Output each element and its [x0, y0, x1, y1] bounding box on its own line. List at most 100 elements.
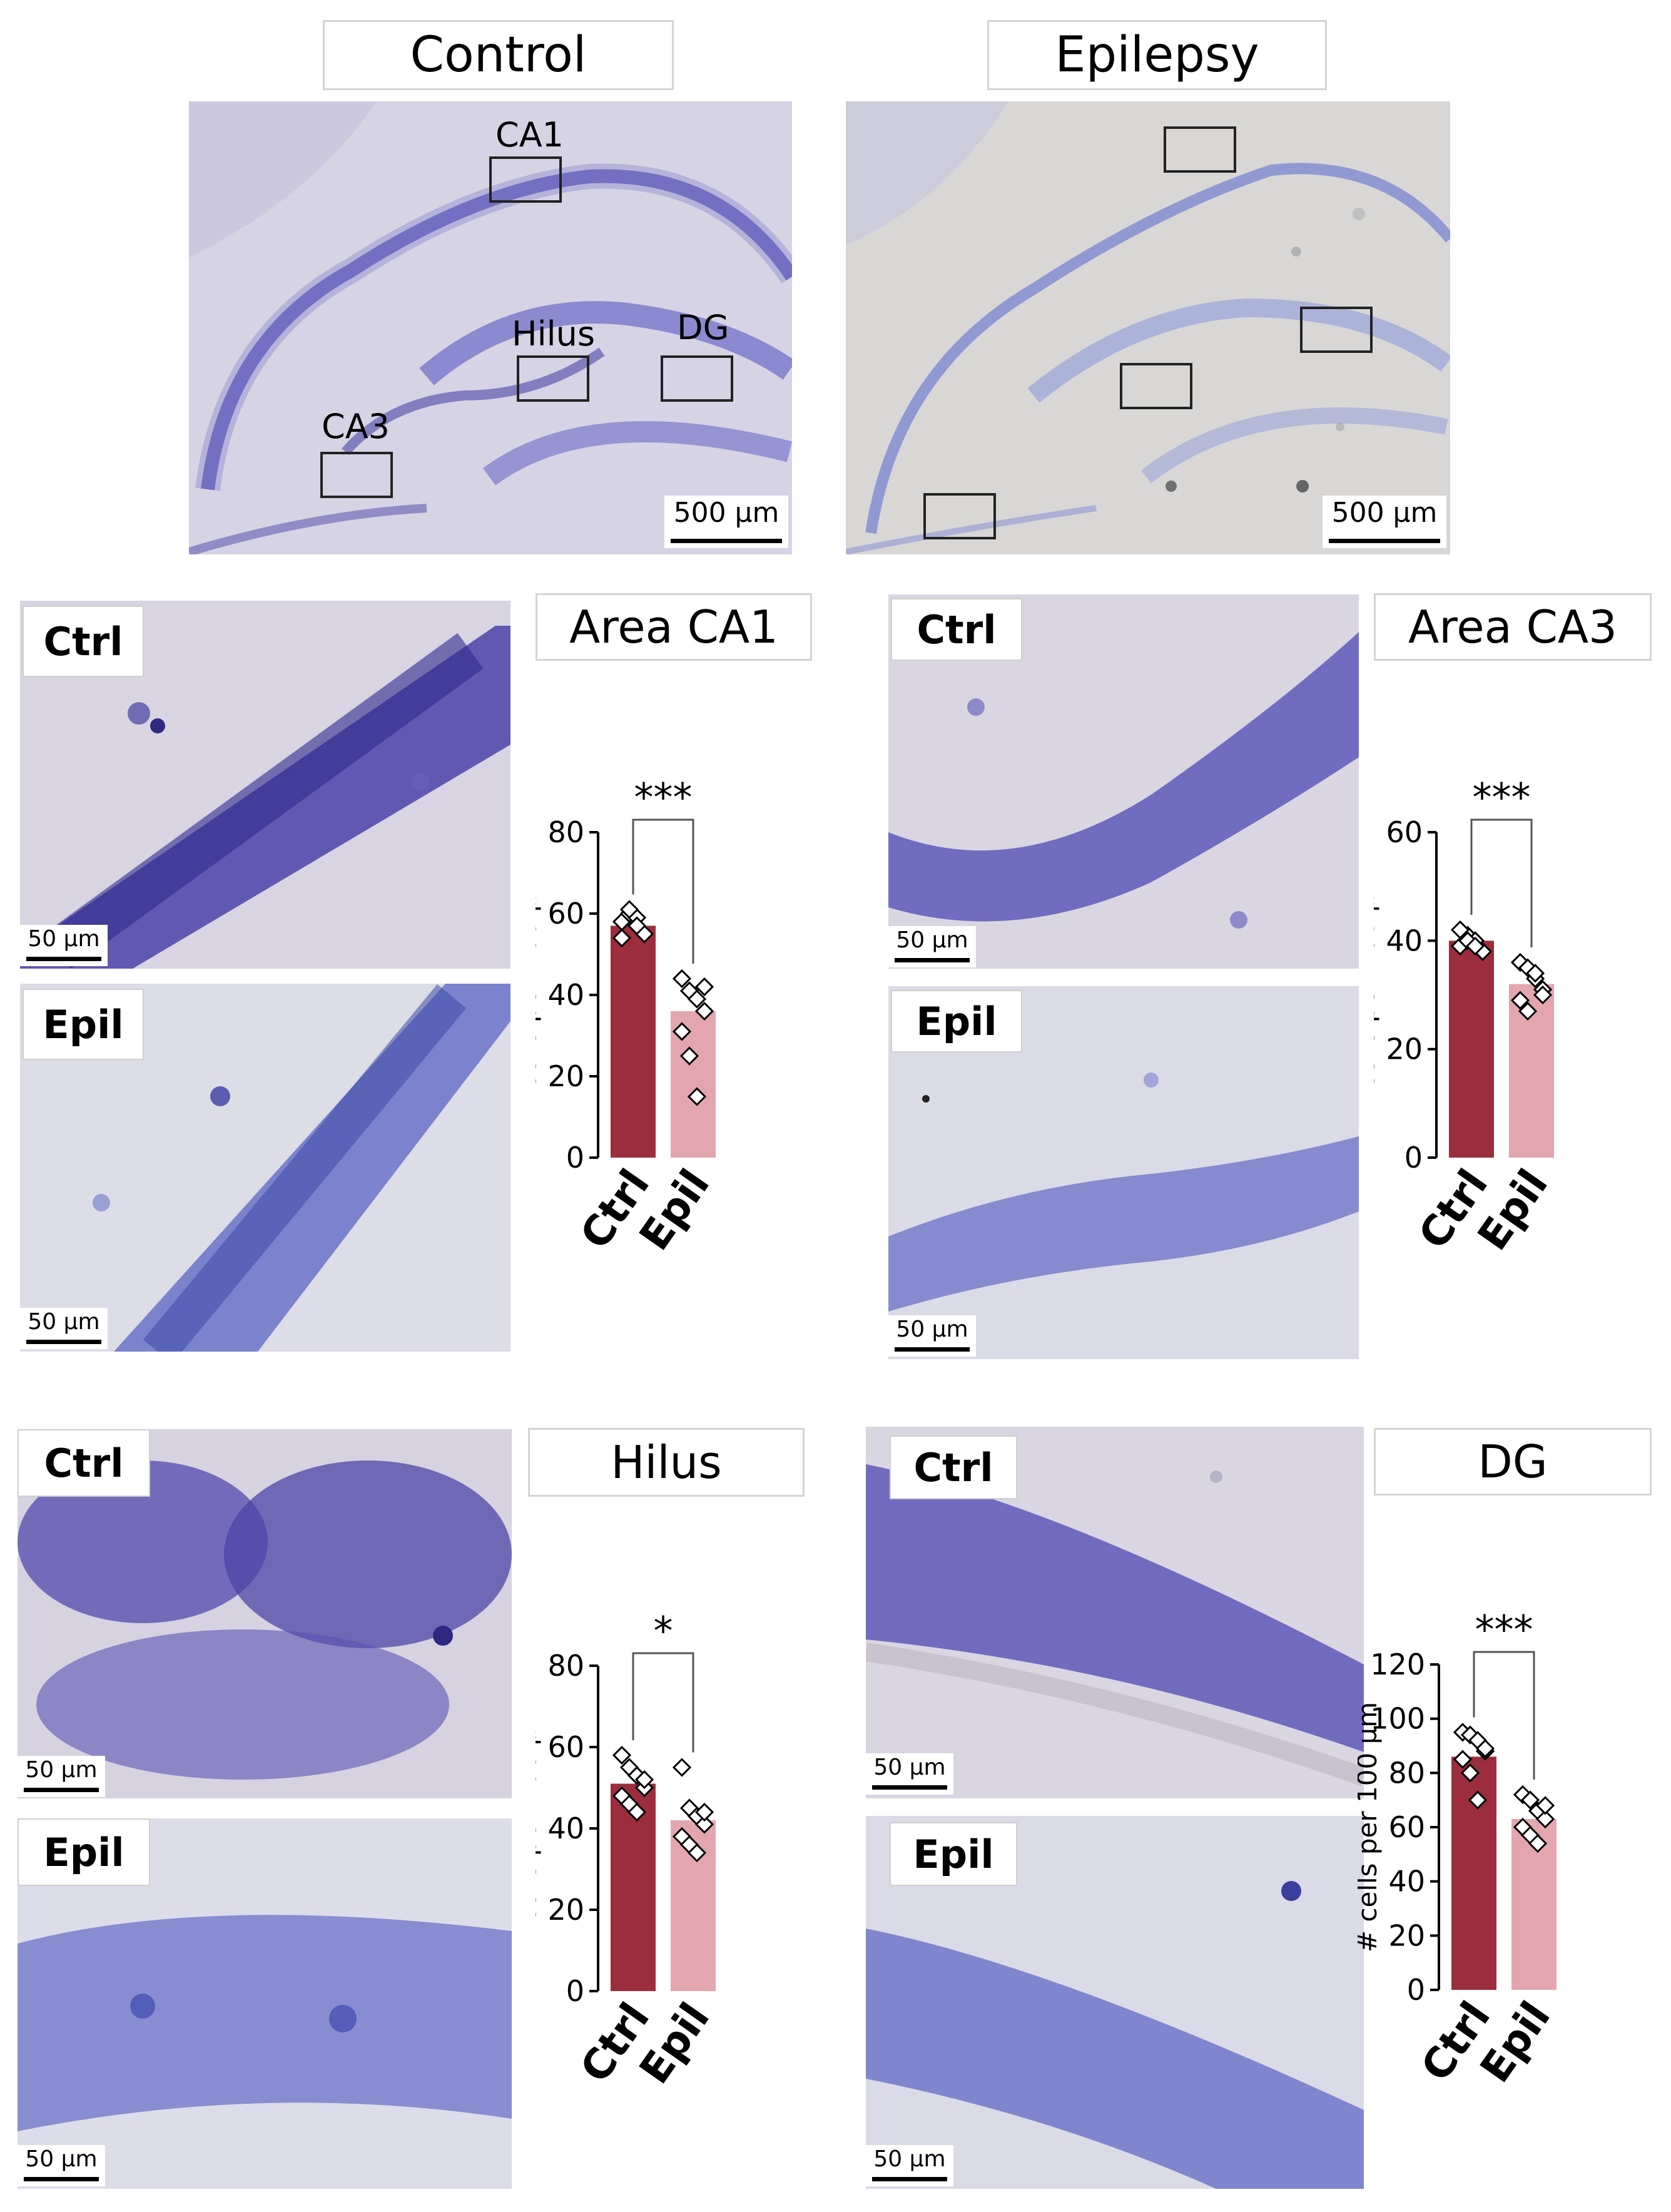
scalebar-text: 50 µm — [28, 926, 100, 952]
data-point — [612, 1745, 632, 1765]
scalebar: 50 µm — [866, 2145, 953, 2186]
scalebar-text: 50 µm — [25, 2146, 98, 2172]
epil-row-label-text: Epil — [916, 998, 997, 1044]
ctrl-row-label-text: Ctrl — [913, 1444, 993, 1491]
significance-bracket — [632, 1652, 694, 1753]
data-point — [1535, 1796, 1555, 1815]
y-tick-label: 0 — [1404, 1141, 1423, 1175]
data-point — [619, 900, 639, 919]
scalebar-line — [895, 1347, 970, 1352]
ctrl-row-label: Ctrl — [18, 1429, 150, 1497]
scalebar-text: 50 µm — [873, 1755, 946, 1780]
hilus-ctrl-image: Ctrl 50 µm — [18, 1429, 512, 1798]
control-title-text: Control — [410, 27, 587, 83]
y-tick-label: 80 — [547, 815, 584, 849]
significance-bracket — [1470, 818, 1533, 947]
data-point — [679, 1046, 699, 1066]
y-tick-label: 60 — [1386, 815, 1423, 849]
data-point — [694, 1802, 714, 1822]
bar-ctrl — [1451, 1756, 1496, 1990]
data-point — [627, 1802, 647, 1822]
bar-ctrl — [611, 1783, 656, 1991]
scalebar-text: 50 µm — [25, 1757, 98, 1783]
scalebar-line — [872, 1785, 947, 1790]
scalebar: 50 µm — [866, 1753, 953, 1795]
ca3-region-label: CA3 — [322, 407, 390, 446]
significance-label: *** — [1473, 775, 1531, 820]
data-point — [1450, 920, 1470, 940]
scalebar-text: 50 µm — [896, 1317, 968, 1342]
data-point — [1468, 1790, 1488, 1810]
scalebar-text: 50 µm — [873, 2146, 946, 2172]
ctrl-row-label: Ctrl — [890, 1435, 1017, 1499]
scalebar-line — [26, 1340, 101, 1344]
control-overview-scalebar: 500 µm — [664, 496, 788, 548]
significance-bracket — [632, 818, 694, 964]
scalebar-line — [671, 539, 782, 543]
epilepsy-overview-image: 500 µm — [846, 101, 1450, 554]
data-point — [1528, 1833, 1548, 1853]
dg-region-label: DG — [677, 308, 729, 347]
hilus-epil-image: Epil 50 µm — [18, 1818, 512, 2189]
data-point — [694, 1001, 714, 1021]
y-tick-label: 20 — [547, 1059, 584, 1093]
epilepsy-title: Epilepsy — [987, 20, 1327, 90]
data-point — [687, 1843, 707, 1863]
scalebar: 50 µm — [20, 925, 108, 966]
dg-chart-title-text: DG — [1478, 1435, 1548, 1488]
y-axis-label: # cells per 100 µm — [536, 1703, 542, 1954]
ca1-chart-title: Area CA1 — [536, 593, 812, 661]
ca3-ctrl-image: Ctrl 50 µm — [888, 594, 1359, 969]
y-axis-label: # cells per 100 µm — [1358, 1702, 1383, 1952]
scalebar-line — [24, 2177, 99, 2181]
epil-row-label-text: Epil — [913, 1831, 994, 1877]
data-point — [694, 1815, 714, 1834]
y-tick-label: 20 — [547, 1893, 584, 1927]
scalebar-text: 50 µm — [896, 927, 968, 953]
data-point — [694, 977, 714, 997]
ca3-epil-image: Epil 50 µm — [888, 986, 1359, 1359]
scalebar-line — [24, 1788, 99, 1792]
scalebar-text: 500 µm — [1331, 497, 1438, 529]
data-point — [1518, 1001, 1538, 1021]
data-point — [627, 916, 647, 935]
epil-row-label: Epil — [18, 1818, 150, 1886]
scalebar-line — [1329, 539, 1440, 543]
y-tick-label: 40 — [547, 1812, 584, 1845]
significance-label: *** — [1475, 1607, 1533, 1653]
y-tick-label: 120 — [1370, 1648, 1425, 1681]
y-tick-label: 40 — [1388, 1865, 1425, 1899]
dg-chart-title: DG — [1374, 1428, 1652, 1496]
epilepsy-title-text: Epilepsy — [1055, 27, 1259, 83]
ctrl-row-label: Ctrl — [23, 606, 144, 677]
y-axis-label: # cells per 100 µm — [536, 870, 542, 1120]
y-tick-label: 80 — [547, 1649, 584, 1683]
data-point — [1533, 985, 1553, 1005]
scalebar: 50 µm — [888, 926, 976, 967]
scalebar-line — [895, 958, 970, 962]
scalebar-text: 500 µm — [673, 497, 780, 529]
data-point — [1525, 964, 1545, 983]
significance-bracket — [1473, 1651, 1535, 1780]
data-point — [672, 1022, 692, 1041]
data-point — [1475, 1739, 1495, 1758]
dg-ctrl-image: Ctrl 50 µm — [866, 1427, 1364, 1798]
y-tick-label: 60 — [547, 1730, 584, 1764]
ca1-chart-title-text: Area CA1 — [569, 601, 778, 653]
data-point — [1520, 1790, 1540, 1810]
epil-row-label: Epil — [891, 990, 1022, 1052]
epil-row-label: Epil — [890, 1822, 1017, 1886]
scalebar-line — [872, 2177, 947, 2181]
data-point — [1465, 936, 1485, 956]
data-point — [687, 1087, 707, 1106]
y-tick-label: 20 — [1388, 1919, 1425, 1952]
scalebar: 50 µm — [888, 1315, 976, 1357]
ctrl-row-label-text: Ctrl — [917, 606, 997, 653]
data-point — [672, 969, 692, 989]
